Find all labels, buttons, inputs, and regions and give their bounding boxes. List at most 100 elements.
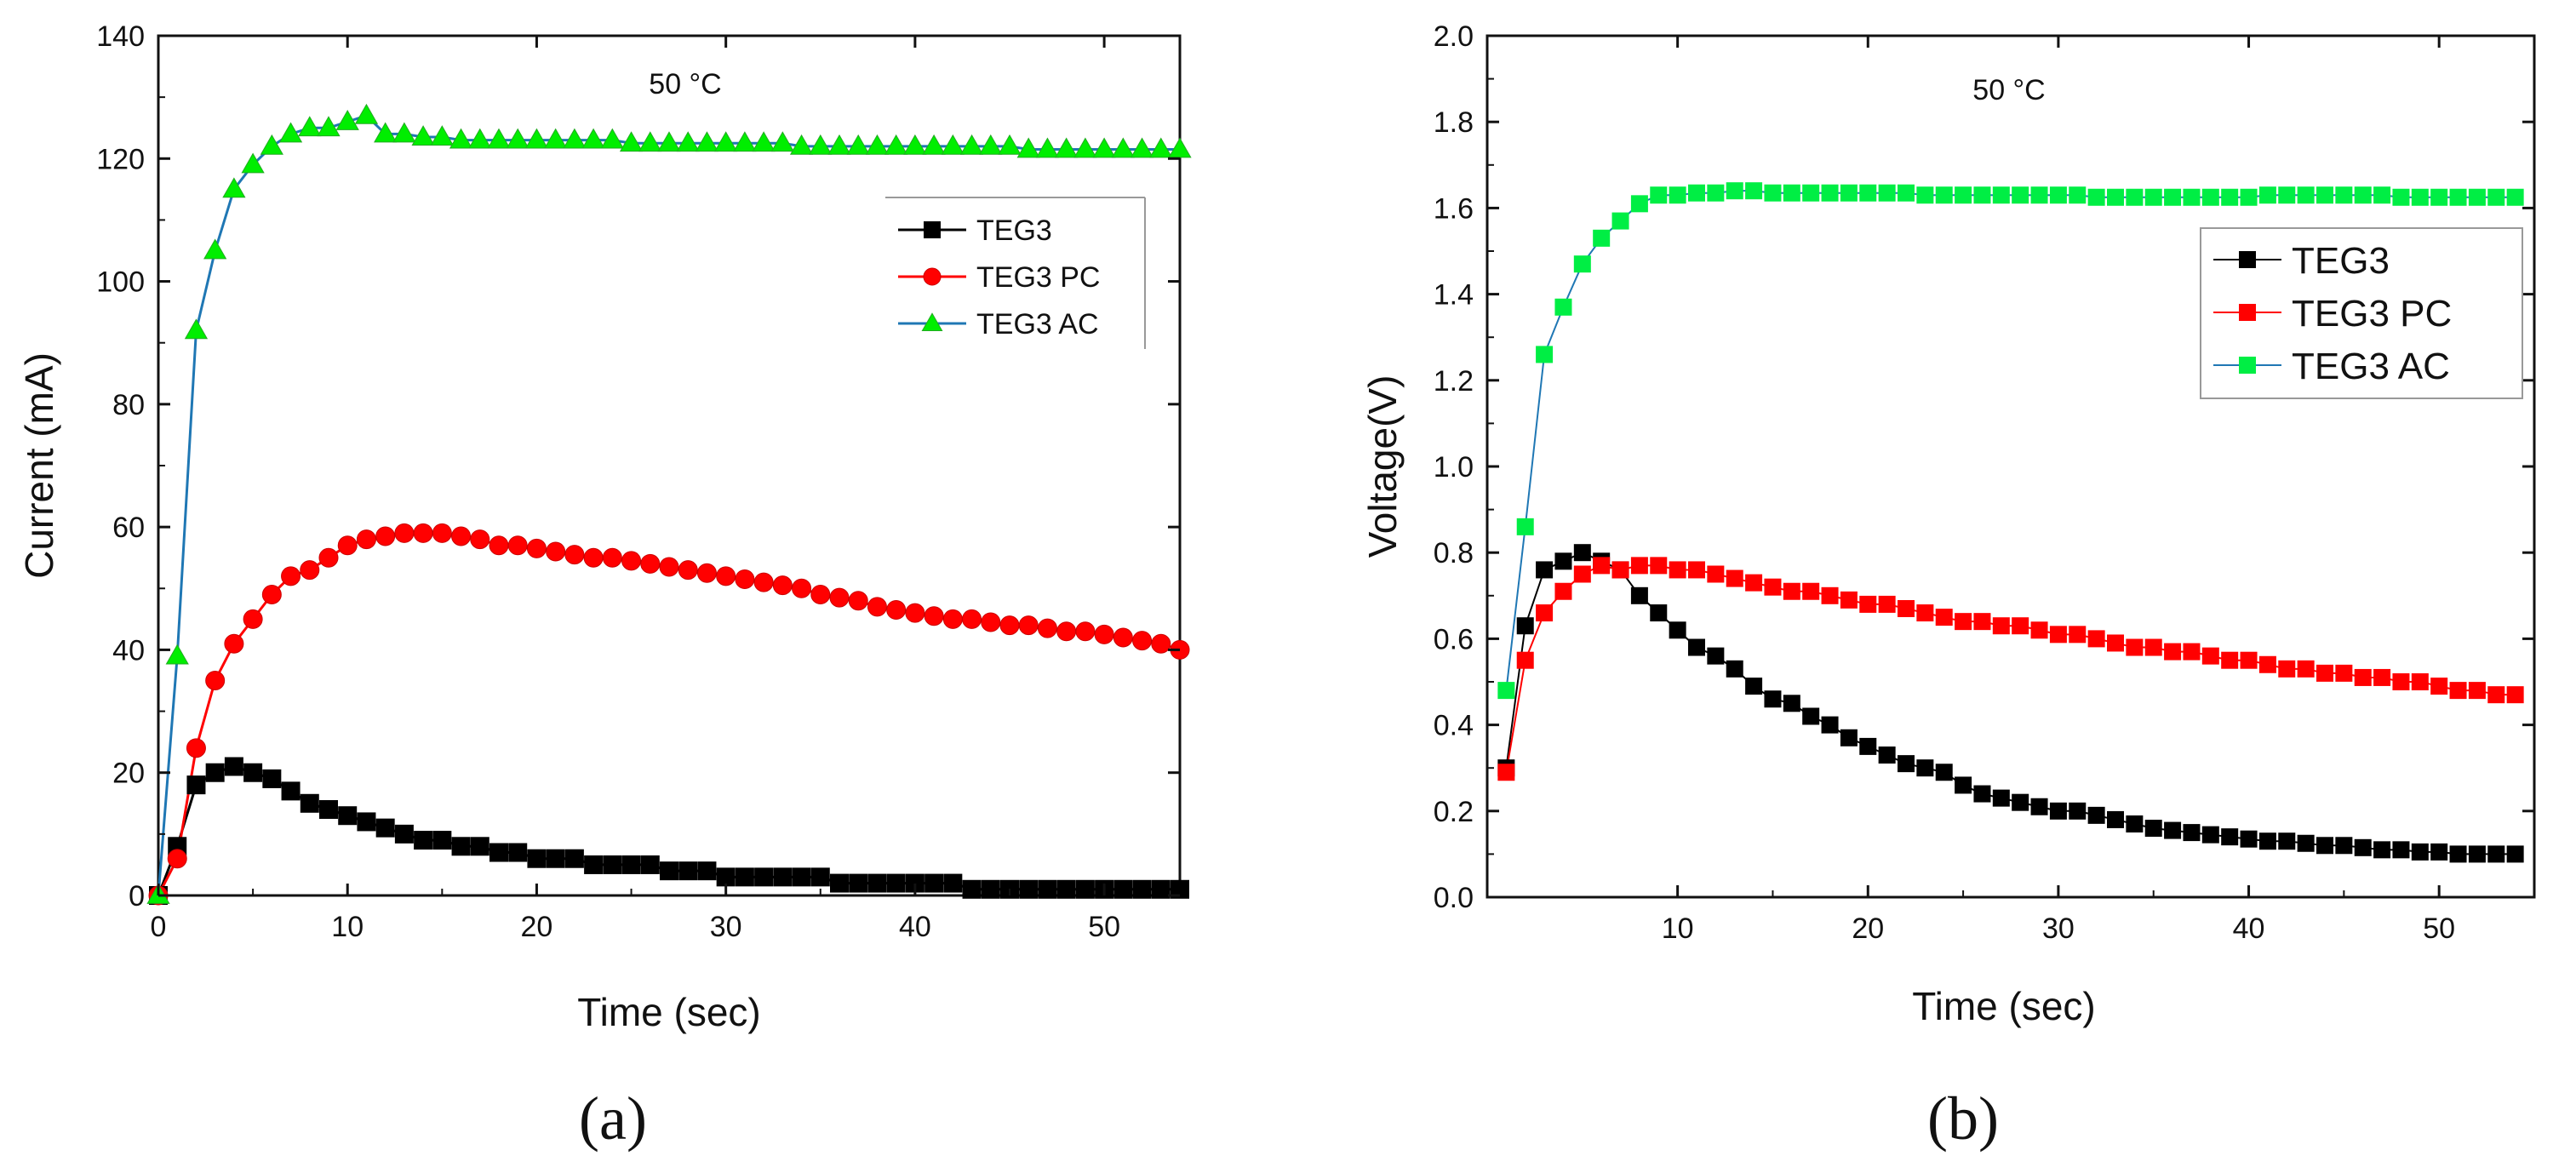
- data-point-teg3-ac: [524, 128, 549, 149]
- data-point-teg3-ac: [2240, 188, 2258, 206]
- data-point-teg3: [640, 855, 660, 874]
- data-point-teg3-pc: [564, 545, 585, 565]
- data-point-teg3-ac: [1073, 137, 1097, 158]
- data-point-teg3-ac: [260, 134, 283, 155]
- y-tick-label: 80: [112, 389, 145, 421]
- data-point-teg3-pc: [924, 606, 944, 626]
- data-point-teg3: [564, 849, 584, 868]
- data-point-teg3-pc: [1878, 595, 1896, 613]
- data-point-teg3-ac: [354, 103, 379, 124]
- data-point-teg3-pc: [2107, 634, 2124, 652]
- data-point-teg3: [2221, 828, 2239, 846]
- data-point-teg3-pc: [2354, 668, 2372, 686]
- chart-b-panel-label: (b): [1927, 1084, 1999, 1153]
- data-point-teg3-ac: [2373, 186, 2391, 204]
- data-point-teg3-ac: [2335, 186, 2353, 204]
- data-point-teg3: [1992, 789, 2010, 807]
- legend-marker: [2239, 304, 2256, 321]
- data-point-teg3-ac: [1859, 184, 1877, 202]
- data-point-teg3-ac: [1130, 137, 1154, 158]
- data-point-teg3: [1916, 759, 1934, 777]
- data-point-teg3-ac: [1745, 182, 1763, 200]
- data-point-teg3-ac: [959, 134, 984, 155]
- y-tick-label: 1.0: [1434, 451, 1474, 483]
- data-point-teg3-ac: [903, 134, 927, 155]
- data-point-teg3-pc: [1056, 621, 1077, 642]
- data-point-teg3-ac: [2258, 186, 2276, 204]
- data-point-teg3-pc: [962, 609, 982, 629]
- data-point-teg3-ac: [449, 128, 473, 149]
- data-point-teg3-ac: [2069, 186, 2087, 204]
- data-point-teg3-pc: [337, 535, 358, 556]
- data-point-teg3-ac: [657, 131, 681, 152]
- data-point-teg3-ac: [2468, 188, 2486, 206]
- chart-b-plot-frame: [1485, 34, 2536, 899]
- data-point-teg3-ac: [2107, 188, 2124, 206]
- data-point-teg3: [2201, 826, 2219, 844]
- data-point-teg3-pc: [1113, 627, 1133, 648]
- y-tick-label: 40: [112, 634, 145, 666]
- data-point-teg3-pc: [2087, 630, 2105, 648]
- data-point-teg3-pc: [1650, 557, 1668, 575]
- data-point-teg3-ac: [1802, 184, 1820, 202]
- legend-marker: [2239, 251, 2256, 268]
- data-point-teg3: [262, 769, 282, 788]
- legend-label: TEG3 AC: [976, 308, 1099, 340]
- data-point-teg3-pc: [942, 609, 963, 629]
- legend-marker: [924, 221, 941, 238]
- chart-a-x-axis-title: Time (sec): [577, 990, 761, 1034]
- data-point-teg3-ac: [1497, 682, 1515, 700]
- y-tick-label: 0.4: [1434, 710, 1474, 742]
- x-tick-label: 40: [2233, 912, 2265, 945]
- data-point-teg3: [716, 867, 736, 887]
- data-point-teg3: [2506, 845, 2524, 863]
- data-point-teg3-ac: [506, 128, 530, 149]
- data-point-teg3: [943, 873, 963, 893]
- x-tick-label: 20: [1852, 912, 1884, 945]
- x-tick-label: 50: [2423, 912, 2455, 945]
- data-point-teg3: [2316, 837, 2333, 855]
- data-point-teg3-pc: [2392, 673, 2410, 690]
- y-tick-label: 1.2: [1434, 365, 1474, 398]
- data-point-teg3-pc: [696, 563, 717, 583]
- data-point-teg3: [905, 873, 924, 893]
- data-point-teg3-pc: [2487, 686, 2505, 704]
- data-point-teg3-ac: [1035, 137, 1060, 158]
- data-point-teg3: [1688, 638, 1705, 656]
- x-tick-label: 0: [151, 911, 167, 943]
- data-point-teg3-pc: [848, 591, 868, 611]
- data-point-teg3: [2392, 841, 2410, 859]
- data-point-teg3-ac: [979, 134, 1003, 155]
- data-point-teg3-pc: [489, 535, 509, 556]
- data-point-teg3-ac: [222, 177, 246, 198]
- data-point-teg3-pc: [2411, 673, 2429, 690]
- data-point-teg3-pc: [2201, 647, 2219, 665]
- data-point-teg3: [2297, 834, 2315, 852]
- data-point-teg3: [886, 873, 906, 893]
- data-point-teg3-ac: [374, 122, 398, 143]
- data-point-teg3-ac: [487, 128, 511, 149]
- data-point-teg3-ac: [2392, 188, 2410, 206]
- data-point-teg3: [357, 812, 376, 832]
- data-point-teg3-ac: [2278, 186, 2296, 204]
- data-point-teg3-pc: [1094, 624, 1114, 644]
- data-point-teg3-ac: [1973, 186, 1991, 204]
- data-point-teg3: [2012, 793, 2029, 811]
- data-point-teg3-pc: [2164, 643, 2182, 661]
- data-point-teg3-pc: [2506, 686, 2524, 704]
- data-point-teg3-pc: [1573, 565, 1591, 583]
- data-point-teg3-ac: [468, 128, 492, 149]
- data-point-teg3-pc: [640, 553, 661, 574]
- y-tick-label: 2.0: [1434, 20, 1474, 53]
- x-tick-label: 40: [899, 911, 931, 943]
- data-point-teg3-pc: [2240, 651, 2258, 669]
- data-point-teg3-pc: [281, 566, 301, 586]
- data-point-teg3-ac: [1916, 186, 1934, 204]
- data-point-teg3: [1859, 737, 1877, 755]
- data-point-teg3: [2468, 845, 2486, 863]
- x-tick-label: 50: [1088, 911, 1120, 943]
- data-point-teg3: [414, 831, 433, 850]
- data-point-teg3: [754, 867, 774, 887]
- data-point-teg3-ac: [2164, 188, 2182, 206]
- legend-label: TEG3: [976, 215, 1052, 247]
